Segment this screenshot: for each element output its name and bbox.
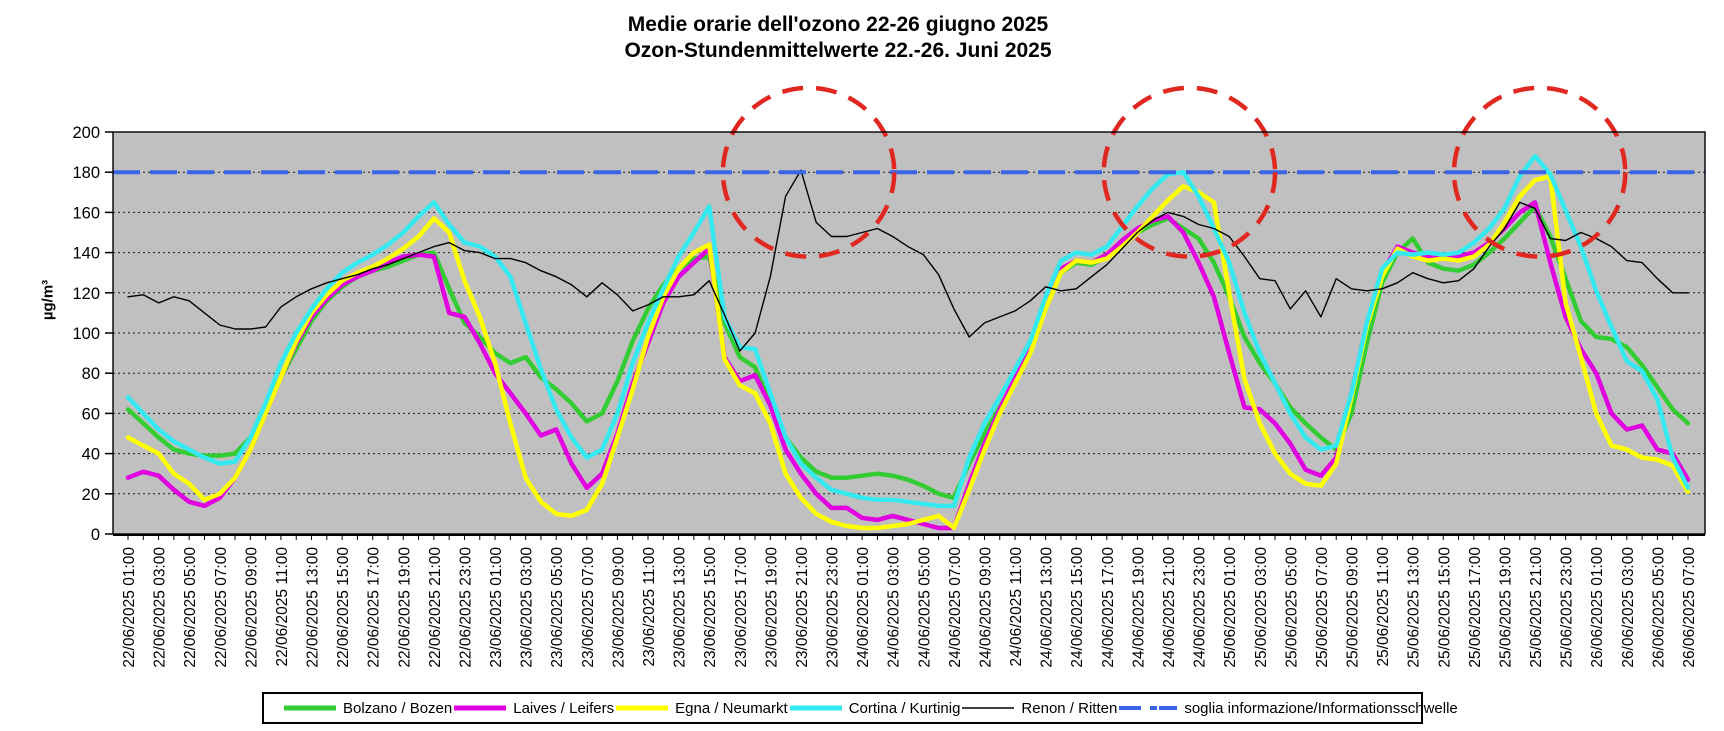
legend: Bolzano / Bozen Laives / Leifers Egna / … xyxy=(262,692,1458,724)
x-tick-label: 22/06/2025 17:00 xyxy=(366,547,383,668)
annotation-circle-1 xyxy=(720,85,897,259)
y-tick-label: 60 xyxy=(82,405,100,423)
legend-swatch-threshold-icon xyxy=(1119,706,1178,710)
x-tick-label: 25/06/2025 01:00 xyxy=(1222,547,1239,668)
x-tick-label: 24/06/2025 21:00 xyxy=(1161,547,1178,668)
x-tick-label: 22/06/2025 19:00 xyxy=(396,547,413,668)
legend-item-soglia: soglia informazione/Informationsschwelle xyxy=(1117,699,1458,717)
x-tick-label: 22/06/2025 01:00 xyxy=(121,547,138,668)
x-tick-label: 22/06/2025 03:00 xyxy=(152,547,169,668)
x-tick-label: 23/06/2025 23:00 xyxy=(825,547,842,668)
x-tick-label: 24/06/2025 17:00 xyxy=(1100,547,1117,668)
legend-item-egna: Egna / Neumarkt xyxy=(614,700,788,717)
x-tick-label: 23/06/2025 01:00 xyxy=(488,547,505,668)
y-tick-label: 200 xyxy=(72,124,100,142)
x-tick-label: 25/06/2025 21:00 xyxy=(1528,547,1545,668)
y-tick-label: 160 xyxy=(72,204,100,222)
legend-swatch-bolzano-icon xyxy=(284,705,336,711)
y-tick-label: 40 xyxy=(82,446,100,464)
x-tick-label: 25/06/2025 05:00 xyxy=(1283,547,1300,668)
x-tick-label: 24/06/2025 19:00 xyxy=(1130,547,1147,668)
y-tick-label: 140 xyxy=(72,245,100,263)
x-tick-label: 22/06/2025 15:00 xyxy=(335,547,352,668)
x-tick-label: 22/06/2025 07:00 xyxy=(213,547,230,668)
x-tick-label: 22/06/2025 09:00 xyxy=(243,547,260,668)
legend-swatch-egna-icon xyxy=(616,705,669,711)
x-tick-label: 26/06/2025 05:00 xyxy=(1650,547,1667,668)
y-tick-label: 20 xyxy=(82,486,100,504)
legend-swatch-cortina-icon xyxy=(789,705,842,711)
x-tick-label: 23/06/2025 17:00 xyxy=(733,547,750,668)
series-line-cortina-kurtinig xyxy=(125,153,1691,509)
x-tick-label: 24/06/2025 05:00 xyxy=(916,547,933,668)
legend-label-laives: Laives / Leifers xyxy=(513,699,615,717)
x-tick-label: 24/06/2025 03:00 xyxy=(886,547,903,668)
legend-swatch-renon-icon xyxy=(962,707,1015,709)
x-tick-label: 22/06/2025 21:00 xyxy=(427,547,444,668)
annotation-circle-3 xyxy=(1451,85,1628,259)
x-tick-label: 23/06/2025 03:00 xyxy=(519,547,536,668)
x-tick-label: 26/06/2025 07:00 xyxy=(1681,547,1698,668)
x-tick-label: 25/06/2025 19:00 xyxy=(1497,547,1514,668)
x-tick-label: 25/06/2025 15:00 xyxy=(1436,547,1453,668)
x-tick-label: 23/06/2025 19:00 xyxy=(763,547,780,668)
x-tick-label: 25/06/2025 09:00 xyxy=(1345,547,1362,668)
x-tick-label: 23/06/2025 05:00 xyxy=(549,547,566,668)
legend-label-egna: Egna / Neumarkt xyxy=(675,699,788,717)
series-line-egna-neumarkt xyxy=(125,173,1691,531)
x-tick-label: 26/06/2025 03:00 xyxy=(1620,547,1637,668)
y-tick-label: 180 xyxy=(72,164,100,182)
x-tick-label: 23/06/2025 15:00 xyxy=(702,547,719,668)
x-tick-label: 25/06/2025 03:00 xyxy=(1253,547,1270,668)
chart-title-line2: Ozon-Stundenmittelwerte 22.-26. Juni 202… xyxy=(624,39,1052,63)
x-tick-label: 22/06/2025 05:00 xyxy=(182,547,199,668)
y-axis-title: µg/m³ xyxy=(39,279,57,321)
x-tick-label: 25/06/2025 11:00 xyxy=(1375,547,1392,667)
x-tick-label: 24/06/2025 11:00 xyxy=(1008,547,1025,667)
chart-title-line1: Medie orarie dell'ozono 22-26 giugno 202… xyxy=(627,13,1049,36)
legend-label-soglia: soglia informazione/Informationsschwelle xyxy=(1184,699,1458,717)
x-tick-label: 24/06/2025 01:00 xyxy=(855,547,872,668)
y-tick-label: 80 xyxy=(82,365,100,383)
y-tick-label: 120 xyxy=(72,285,100,303)
x-tick-label: 22/06/2025 13:00 xyxy=(305,547,322,668)
x-tick-label: 24/06/2025 09:00 xyxy=(977,547,994,668)
legend-item-laives: Laives / Leifers xyxy=(452,700,614,717)
x-tick-label: 25/06/2025 07:00 xyxy=(1314,547,1331,668)
x-tick-label: 23/06/2025 07:00 xyxy=(580,547,597,668)
x-tick-label: 24/06/2025 13:00 xyxy=(1039,547,1056,668)
x-tick-label: 22/06/2025 23:00 xyxy=(457,547,474,668)
legend-item-bolzano: Bolzano / Bozen xyxy=(282,700,452,717)
x-tick-label: 22/06/2025 11:00 xyxy=(274,547,291,667)
chart-title: Medie orarie dell'ozono 22-26 giugno 202… xyxy=(0,12,1676,65)
x-tick-label: 24/06/2025 15:00 xyxy=(1069,547,1086,668)
x-tick-label: 23/06/2025 13:00 xyxy=(672,547,689,668)
x-tick-label: 26/06/2025 01:00 xyxy=(1589,547,1606,668)
x-tick-label: 23/06/2025 11:00 xyxy=(641,547,658,667)
y-tick-label: 0 xyxy=(91,526,100,544)
legend-label-renon: Renon / Ritten xyxy=(1021,699,1118,717)
legend-label-cortina: Cortina / Kurtinig xyxy=(848,699,961,717)
x-tick-label: 23/06/2025 21:00 xyxy=(794,547,811,668)
x-tick-label: 24/06/2025 23:00 xyxy=(1192,547,1209,668)
series-line-renon-ritten xyxy=(127,169,1689,352)
x-tick-label: 24/06/2025 07:00 xyxy=(947,547,964,668)
x-tick-label: 25/06/2025 17:00 xyxy=(1467,547,1484,668)
legend-item-renon: Renon / Ritten xyxy=(960,700,1117,717)
legend-item-cortina: Cortina / Kurtinig xyxy=(788,699,961,717)
y-tick-label: 100 xyxy=(72,325,100,343)
x-tick-label: 25/06/2025 13:00 xyxy=(1406,547,1423,668)
x-tick-label: 25/06/2025 23:00 xyxy=(1559,547,1576,668)
legend-swatch-laives-icon xyxy=(454,705,507,711)
legend-label-bolzano: Bolzano / Bozen xyxy=(343,699,453,717)
x-tick-label: 23/06/2025 09:00 xyxy=(610,547,627,668)
series-line-laives-leifers xyxy=(125,200,1691,531)
